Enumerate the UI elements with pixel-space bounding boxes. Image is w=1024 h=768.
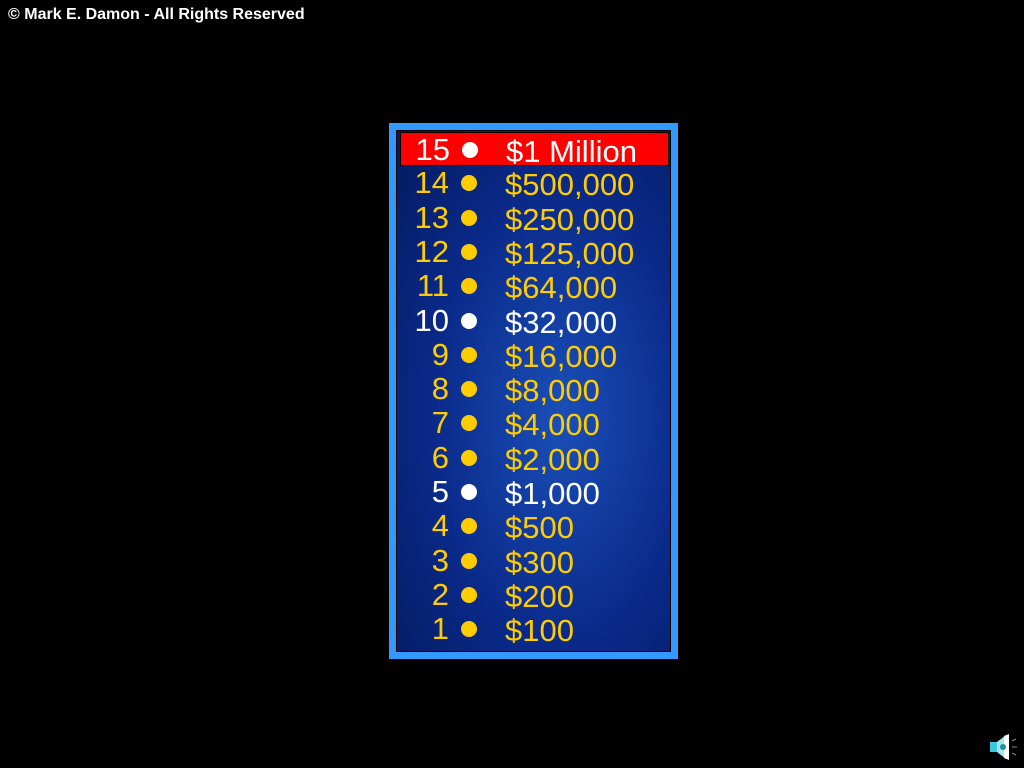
level-number: 4 [431, 508, 449, 544]
dot-icon [461, 381, 477, 398]
ladder-row-15: 15 $1 Million [400, 132, 669, 169]
ladder-row-8: 8 $8,000 [397, 371, 670, 409]
dot-icon [461, 209, 477, 226]
prize-amount: $1,000 [505, 476, 600, 511]
prize-amount: $500 [505, 510, 574, 546]
ladder-row-14: 14 $500,000 [397, 165, 670, 203]
ladder-row-3: 3 $300 [397, 542, 670, 580]
dot-icon [461, 175, 477, 192]
prize-amount: $250,000 [505, 201, 635, 237]
dot-icon [461, 621, 477, 638]
level-number: 10 [414, 302, 449, 338]
ladder-row-13: 13 $250,000 [397, 199, 670, 237]
dot-icon [461, 518, 477, 535]
ladder-row-1: 1 $100 [397, 611, 670, 649]
prize-amount: $500,000 [505, 167, 635, 203]
level-number: 12 [414, 233, 449, 269]
dot-icon [462, 142, 478, 158]
prize-amount: $100 [505, 613, 574, 649]
ladder-row-9: 9 $16,000 [397, 336, 670, 374]
prize-amount: $8,000 [505, 373, 600, 409]
dot-icon [461, 586, 477, 603]
money-ladder: 15 $1 Million 14 $500,000 13 $250,000 12 $125,0… [396, 130, 671, 652]
level-number: 2 [431, 576, 449, 612]
money-ladder-panel: 15 $1 Million 14 $500,000 13 $250,000 12 $125,0… [389, 123, 678, 659]
level-number: 9 [431, 336, 449, 372]
prize-amount: $1 Million [506, 134, 637, 169]
ladder-row-5: 5 $1,000 [397, 474, 670, 511]
level-number: 8 [431, 371, 449, 407]
level-number: 13 [414, 199, 449, 235]
prize-amount: $32,000 [505, 304, 618, 340]
dot-icon [461, 415, 477, 432]
prize-amount: $2,000 [505, 441, 600, 477]
level-number: 7 [431, 405, 449, 441]
ladder-row-2: 2 $200 [397, 576, 670, 614]
level-number: 1 [431, 611, 449, 647]
dot-icon [461, 346, 477, 363]
ladder-row-4: 4 $500 [397, 508, 670, 546]
prize-amount: $125,000 [505, 235, 635, 271]
level-number: 6 [431, 439, 449, 475]
prize-amount: $300 [505, 544, 574, 580]
prize-amount: $16,000 [505, 338, 618, 374]
dot-icon [461, 243, 477, 260]
level-number: 5 [431, 474, 449, 509]
ladder-row-11: 11 $64,000 [397, 268, 670, 306]
prize-amount: $64,000 [505, 270, 618, 306]
dot-icon [461, 484, 477, 500]
copyright-text: © Mark E. Damon - All Rights Reserved [8, 6, 305, 23]
ladder-row-10: 10 $32,000 [397, 302, 670, 340]
speaker-icon[interactable] [988, 732, 1018, 767]
dot-icon [461, 449, 477, 466]
level-number: 3 [431, 542, 449, 578]
prize-amount: $4,000 [505, 407, 600, 443]
ladder-row-6: 6 $2,000 [397, 439, 670, 477]
level-number: 11 [416, 268, 449, 304]
dot-icon [461, 552, 477, 569]
prize-amount: $200 [505, 578, 574, 614]
ladder-row-7: 7 $4,000 [397, 405, 670, 443]
level-number: 14 [414, 165, 449, 201]
ladder-row-12: 12 $125,000 [397, 233, 670, 271]
dot-icon [461, 312, 477, 329]
dot-icon [461, 278, 477, 295]
level-number: 15 [415, 132, 450, 167]
